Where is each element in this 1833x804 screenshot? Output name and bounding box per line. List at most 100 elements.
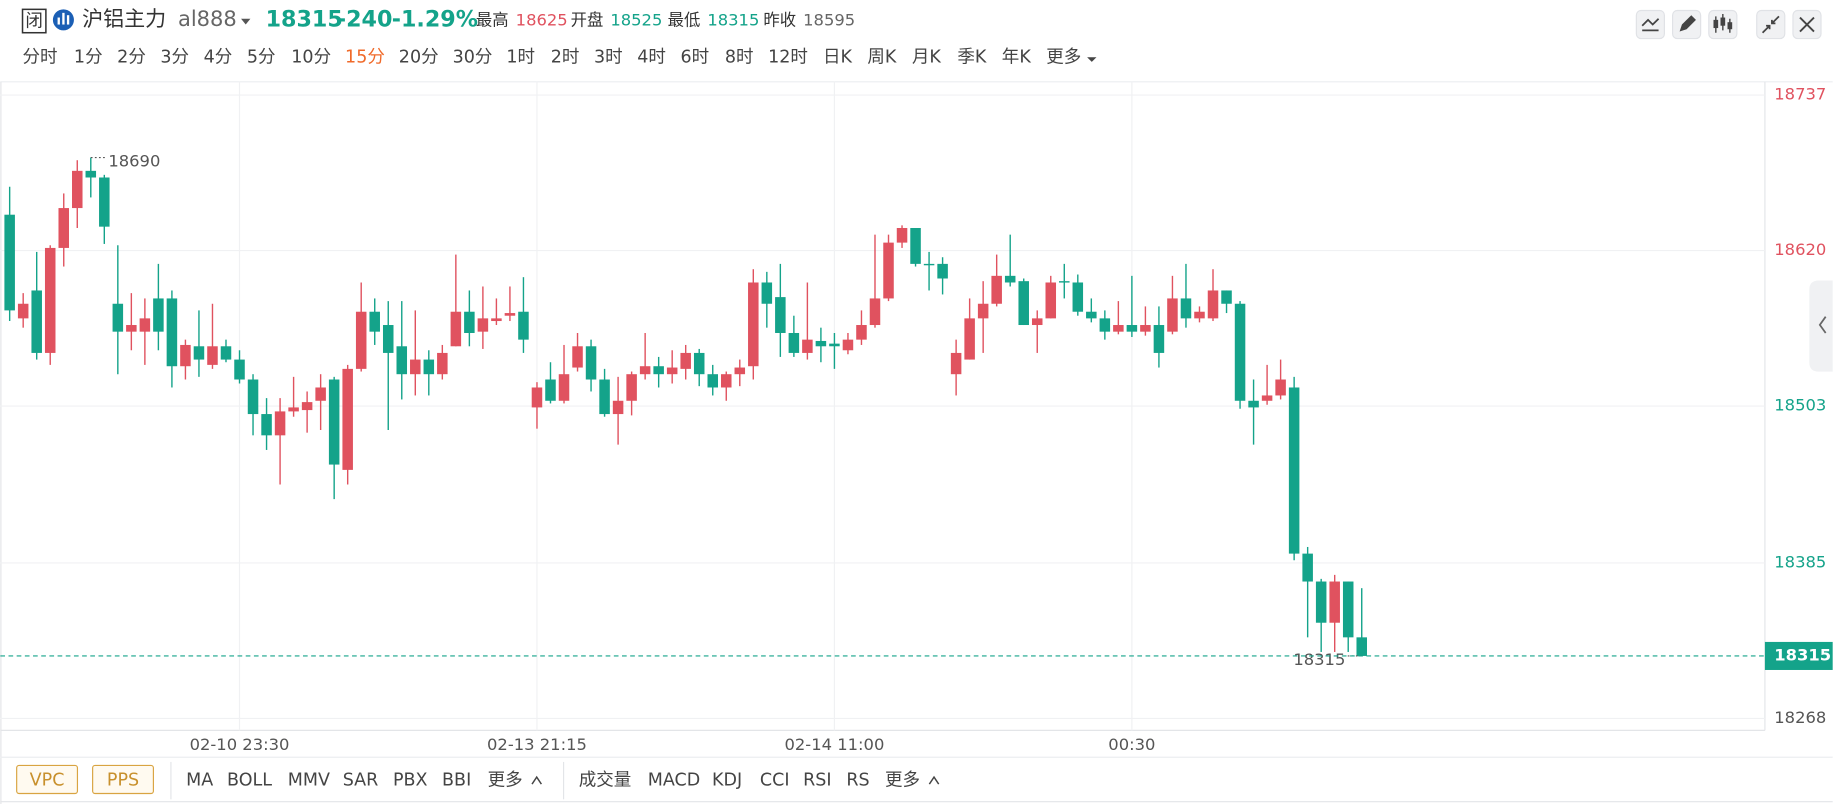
indicator-tab[interactable]: MACD [648, 771, 701, 791]
period-tab[interactable]: 1时 [506, 47, 535, 67]
candle-body [1004, 275, 1016, 283]
period-tab[interactable]: 年K [1002, 47, 1032, 67]
period-tab[interactable]: 季K [957, 47, 987, 67]
indicator-tab[interactable]: MA [186, 771, 213, 791]
candle-body [829, 343, 840, 347]
period-tab[interactable]: 8时 [725, 47, 754, 67]
dropdown-arrow[interactable] [1087, 57, 1097, 62]
period-tab[interactable]: 1分 [74, 47, 103, 67]
candle-body [991, 275, 1002, 304]
indicator-tab[interactable]: 成交量 [579, 771, 632, 791]
y-tick-label: 18620 [1774, 240, 1826, 259]
candle-body [680, 352, 691, 369]
indicator-box[interactable] [16, 764, 79, 795]
candle-body [1261, 395, 1273, 401]
stat-label: 开盘 [571, 11, 604, 30]
candle-body [585, 346, 597, 380]
badge: 闭 [25, 12, 43, 32]
quote-price: 18315 [266, 6, 343, 32]
candle-body [950, 352, 962, 375]
indicator-tab[interactable]: BOLL [227, 771, 272, 791]
period-tab[interactable]: 15分 [345, 47, 385, 67]
period-tab[interactable]: 12时 [768, 47, 808, 67]
candle-body [856, 325, 867, 340]
candle-body [153, 298, 164, 332]
draw-line-button[interactable] [1635, 9, 1665, 40]
period-tab[interactable]: 日K [823, 47, 853, 67]
period-tab[interactable]: 4分 [204, 47, 233, 67]
last-price-tag [1764, 641, 1833, 670]
period-tab[interactable]: 更多 [1046, 47, 1081, 67]
x-tick-label: 00:30 [1108, 735, 1155, 754]
candle-body [17, 303, 29, 319]
period-tab[interactable]: 分时 [23, 47, 58, 67]
period-tab[interactable]: 2时 [551, 47, 580, 67]
period-tab[interactable]: 2分 [117, 47, 146, 67]
stat-value: 18525 [610, 11, 662, 30]
stat-label: 最高 [476, 11, 509, 30]
period-tab[interactable]: 5分 [247, 47, 276, 67]
candle-body [558, 374, 570, 401]
period-tab[interactable]: 10分 [291, 47, 331, 67]
candle-body [1234, 303, 1246, 401]
period-tab[interactable]: 月K [912, 47, 942, 67]
indicator-tab[interactable]: CCI [760, 771, 790, 791]
dropdown-arrow[interactable] [241, 18, 251, 25]
shrink-button[interactable] [1756, 9, 1786, 40]
period-tab[interactable]: 4时 [637, 47, 666, 67]
candle-body [85, 170, 97, 178]
candle-body [653, 366, 664, 375]
period-tab[interactable]: 6时 [680, 47, 709, 67]
candle-body [437, 352, 448, 375]
candle-body [491, 318, 502, 322]
candle-body [693, 352, 705, 375]
icon-glyph [1761, 15, 1780, 34]
market-icon-bar [57, 17, 60, 25]
contract-code[interactable]: al888 [178, 6, 237, 31]
expand-arrow[interactable] [531, 775, 543, 785]
candle-body [477, 318, 489, 332]
x-tick-label: 02-14 11:00 [784, 735, 884, 754]
candle-body [1031, 318, 1043, 326]
indicator-tab[interactable]: PBX [393, 771, 428, 791]
period-tab[interactable]: 3时 [594, 47, 623, 67]
candle-body [1167, 298, 1178, 332]
indicator-tab[interactable]: BBI [442, 771, 471, 791]
indicator-tab[interactable]: KDJ [712, 771, 742, 791]
indicator-tab[interactable]: RSI [803, 771, 831, 791]
period-tab[interactable]: 周K [867, 47, 897, 67]
indicator-box[interactable] [92, 764, 154, 795]
candle-body [1221, 290, 1232, 304]
candle-body [612, 400, 624, 415]
candle-body [1356, 637, 1367, 656]
candle-body [842, 339, 854, 351]
stats: 最高 18625 开盘 18525 最低 18315 昨收 18595 [476, 11, 855, 30]
candle-body [775, 297, 786, 333]
indicator-boxed[interactable]: PPS [107, 771, 139, 791]
indicator-tab[interactable]: SAR [343, 771, 379, 791]
candle-body [44, 247, 56, 353]
icon-glyph [1641, 18, 1660, 32]
candle-body [815, 340, 827, 347]
indicator-boxed[interactable]: VPC [30, 771, 65, 791]
indicator-tab[interactable]: MMV [288, 771, 330, 791]
candle-body [31, 290, 42, 353]
stat-value: 18315 [707, 11, 759, 30]
x-tick-label: 02-13 21:15 [487, 735, 587, 754]
indicator-tab[interactable]: RS [846, 771, 869, 791]
period-tab[interactable]: 20分 [399, 47, 439, 67]
candle-body [748, 282, 759, 367]
candle-body [220, 346, 232, 360]
market-icon-bar [66, 15, 70, 25]
period-tab[interactable]: 30分 [453, 47, 493, 67]
candle-body [666, 367, 678, 375]
candle-body [964, 318, 975, 360]
candle-body [355, 311, 367, 369]
candle-body [1207, 290, 1219, 319]
candle-body [545, 379, 556, 401]
expand-arrow[interactable] [928, 775, 940, 785]
contract-name[interactable]: 沪铝主力 [82, 6, 166, 31]
period-tab[interactable]: 3分 [160, 47, 189, 67]
indicator-tab[interactable]: 更多 [885, 771, 920, 791]
indicator-tab[interactable]: 更多 [488, 771, 523, 791]
